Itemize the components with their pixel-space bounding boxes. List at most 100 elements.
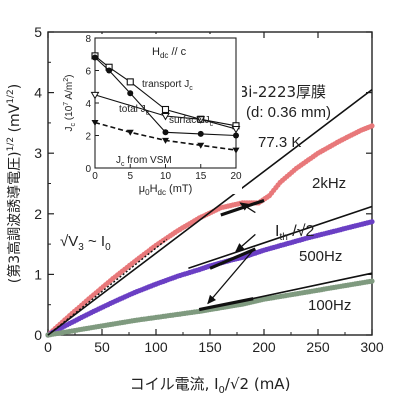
inset-series-label-sub: c [121,161,125,168]
inset-y-axis-label: Jc (107 A/m2) [63,75,77,132]
inset-x-unit: (mT) [166,183,192,195]
ith-slash: / [288,223,297,240]
inset-x-tick-label: 10 [160,171,172,182]
ith-label: Ith /√2 [275,223,314,243]
y-axis-label-jp: 第3高調波誘導電圧 [6,157,23,278]
inset-series-label-text: total J [119,104,146,115]
freq-label-2khz: 2kHz [312,175,346,192]
circle-marker [92,54,98,61]
y-tick-label: 1 [34,266,42,282]
square-marker [161,105,170,114]
ith-arrow [207,249,254,305]
x-tick-label: 200 [252,339,276,355]
y-axis-label-unit-close: ) [7,84,23,89]
relation-isub: 0 [105,242,111,253]
x-axis-label-unit: (mA) [249,375,290,393]
inset-x-zero: 0 [145,188,150,197]
inset-y-c: c [70,122,77,126]
circle-marker [106,67,113,74]
inset-y-tick-label: 0 [85,164,91,175]
inset-series-label: total Jc [119,104,150,117]
x-tick-label: 50 [94,339,110,355]
inset-series-label-sub: c [189,85,193,92]
linear-fit-line [47,238,168,336]
ith-arrow [235,233,256,253]
inset-y-close: ) [64,75,75,78]
ith-sqrt: √ [297,223,306,240]
x-tick-label: 300 [360,339,384,355]
triangle-marker [161,113,170,121]
filled-triangle-marker [162,137,169,144]
x-axis-label-two: 2 [240,375,250,393]
circle-marker [197,130,204,137]
x-tick-label: 250 [306,339,330,355]
x-axis-label-slash: / [225,375,231,393]
filled-triangle-marker [232,147,240,154]
x-axis-label: コイル電流, I0/√2 (mA) [130,375,291,396]
x-axis-label-prefix: コイル電流, I [130,375,219,393]
inset-series-label-rest: from VSM [125,155,172,166]
inset-series-label-sub: c [210,121,214,128]
y-tick-label: 2 [34,206,42,222]
inset-y-unit: A/m [64,82,75,102]
inset-series [90,91,241,134]
x-tick-label: 100 [144,339,168,355]
circle-marker [162,129,169,136]
inset-y-tick-label: 8 [85,34,91,45]
freq-label-500hz: 500Hz [299,248,342,265]
series-2kHz [45,123,375,338]
relation-vsub: 3 [78,242,84,253]
inset-x-dc: dc [158,188,166,197]
freq-label-100hz: 100Hz [308,297,351,314]
inset-y-tick-label: 6 [85,67,91,78]
threshold-segment [198,297,254,312]
inset-x-axis-label: μ0Hdc (mT) [139,183,192,197]
x-axis-label-sqrt: √ [230,375,240,393]
inset-series-label-text: transport J [142,79,189,90]
square-marker [126,78,134,86]
sample-label: Bi-2223厚膜 [238,83,326,101]
y-axis-label-close: ) [7,151,23,156]
inset-x-tick-label: 20 [230,171,242,182]
inset-series-label-text: J [116,155,121,166]
ith-i: I [275,223,279,240]
temperature-label: 77.3 K [258,134,301,151]
relation-sqrt: √ [60,233,69,250]
x-tick-label: 150 [198,339,222,355]
y-tick-label: 4 [34,85,42,101]
reference-line [188,205,373,270]
circle-marker [233,132,239,139]
y-tick-label: 3 [34,145,42,161]
data-point [369,123,375,129]
inset-y-two: 2 [63,78,70,82]
inset-y-seven: 7 [63,102,70,106]
data-point [369,278,375,284]
y-tick-label: 5 [34,24,42,40]
ith-two: 2 [305,223,314,240]
inset-series [92,54,239,139]
inset-series-label: Jc from VSM [116,155,172,168]
x-axis-label-sub: 0 [219,385,225,396]
triangle-marker [90,91,100,100]
thickness-label: (d: 0.36 mm) [246,104,331,121]
inset-series-label: transport Jc [142,79,193,92]
ith-arrow [239,202,256,214]
reference-line [47,88,373,336]
filled-triangle-marker [197,142,205,149]
y-axis-label-unit: (mV [7,103,23,137]
inset-series-label: surface Jc [169,115,214,128]
filled-triangle-marker [91,120,99,126]
inset-x-tick-label: 15 [195,171,207,182]
inset-x-mu: μ [139,183,145,195]
threshold-segment [209,247,256,270]
inset-series-line [94,57,237,137]
inset-y-tick-label: 2 [85,132,91,143]
y-axis-label-unit-sup: 1/2 [6,89,16,103]
y-axis-label-open: ( [7,278,23,283]
data-point [369,219,375,225]
filled-triangle-marker [126,129,134,136]
inset-title-par: // c [168,46,186,58]
